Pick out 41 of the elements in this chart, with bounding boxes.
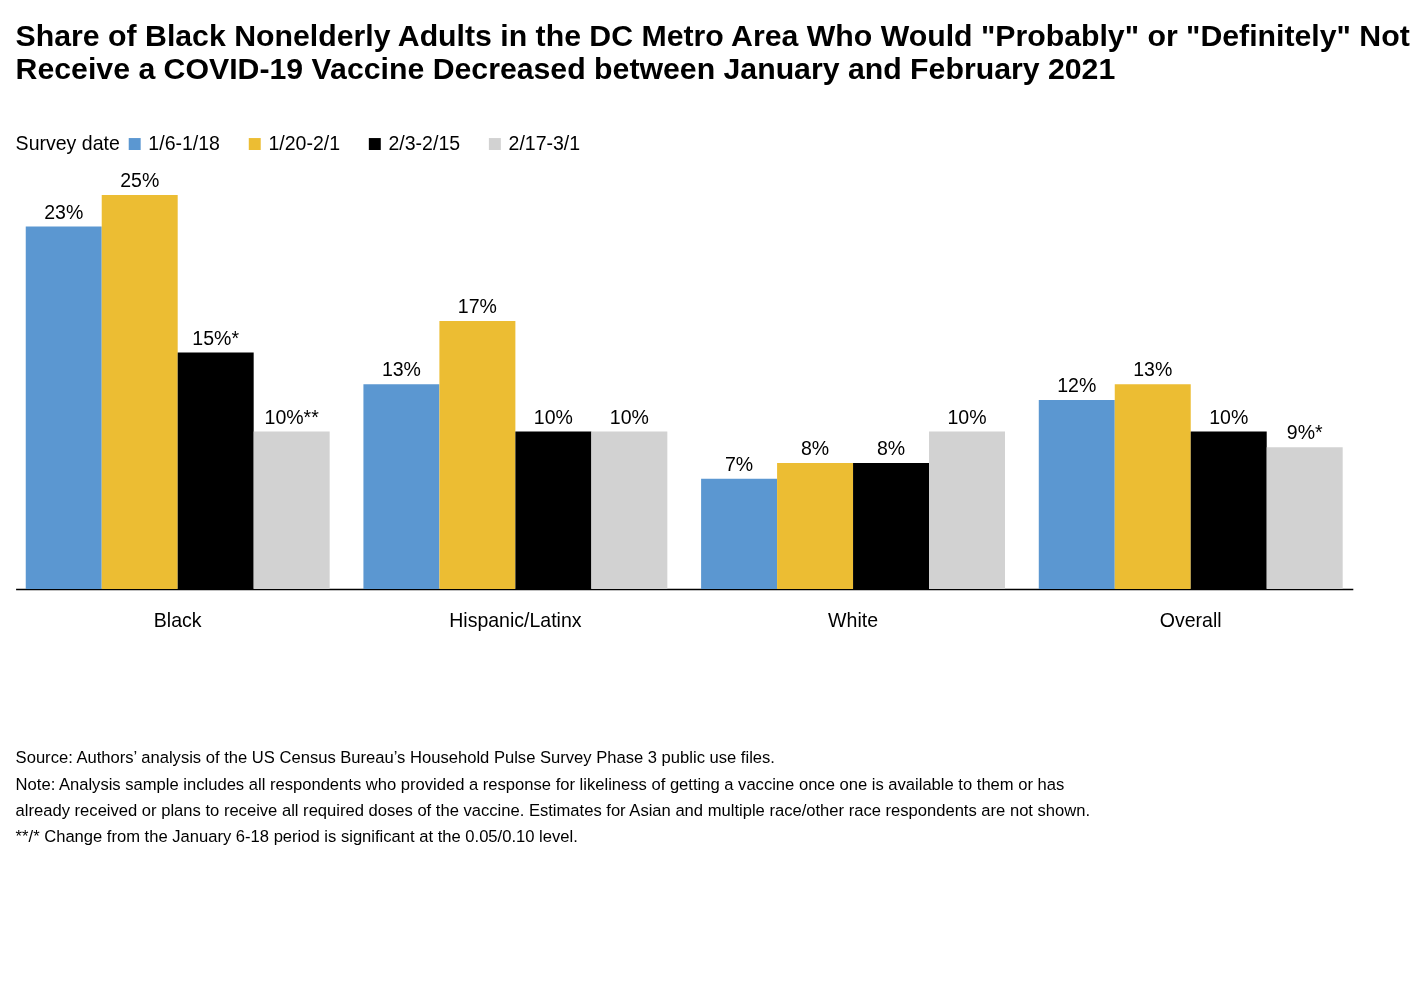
bar — [363, 384, 440, 590]
data-label: 10% — [947, 405, 987, 428]
bar — [253, 431, 330, 590]
data-label: 12% — [1057, 374, 1097, 397]
bar — [439, 321, 516, 590]
legend-label: 2/3-2/15 — [388, 131, 461, 154]
data-label: 17% — [457, 295, 497, 318]
data-label: 10% — [609, 405, 649, 428]
data-label: 10%** — [264, 405, 320, 428]
legend-label: 2/17-3/1 — [508, 131, 581, 154]
text: Note: Analysis sample includes all respondents who provided a response for likeliness of getting a vaccine once one is available to them or has already received or plans to receive all required doses of the vaccine. Estimates for Asian and multiple race/other race respondents are not shown. — [15, 774, 1091, 821]
source-note: Source: Authors’ analysis of the US Census Bureau’s Household Pulse Survey Phase 3 public use files. — [15, 748, 775, 768]
data-label: 7% — [724, 452, 754, 475]
bar — [101, 194, 178, 590]
legend-title: Survey date — [15, 131, 120, 154]
data-label: 8% — [876, 437, 906, 460]
data-label: 15%* — [192, 326, 240, 349]
bar — [1266, 447, 1343, 590]
data-label: 13% — [381, 358, 421, 381]
bar — [929, 431, 1006, 590]
bar — [777, 462, 854, 590]
data-label: 25% — [120, 169, 160, 192]
bar — [701, 478, 778, 590]
x-tick-label: Overall — [1159, 608, 1222, 631]
data-label: 13% — [1133, 358, 1173, 381]
bar — [1038, 399, 1115, 590]
x-tick-label: Hispanic/Latinx — [449, 608, 582, 631]
text: **/* Change from the January 6-18 period is significant at the 0.05/0.10 level. — [15, 827, 578, 847]
bar — [25, 226, 102, 590]
data-label: 9%* — [1286, 421, 1323, 444]
x-tick-label: White — [828, 608, 878, 631]
bar — [591, 431, 668, 590]
data-label: 10% — [1209, 405, 1249, 428]
bar — [1114, 384, 1191, 590]
legend-label: 1/20-2/1 — [268, 131, 341, 154]
data-label: 23% — [44, 200, 84, 223]
data-label: 8% — [800, 437, 830, 460]
legend-label: 1/6-1/18 — [148, 131, 220, 154]
data-label: 10% — [533, 405, 573, 428]
chart-title: Share of Black Nonelderly Adults in the DC Metro Area Who Would "Probably" or "Definitely" Not Receive a COVID-19 Vaccine Decreased between January and February 2021 — [15, 19, 1410, 85]
x-tick-label: Black — [153, 608, 202, 631]
